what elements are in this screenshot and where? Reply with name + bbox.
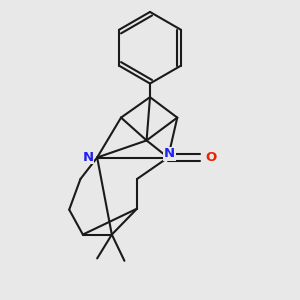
Text: O: O — [206, 151, 217, 164]
Text: N: N — [164, 147, 175, 160]
Text: N: N — [82, 151, 94, 164]
